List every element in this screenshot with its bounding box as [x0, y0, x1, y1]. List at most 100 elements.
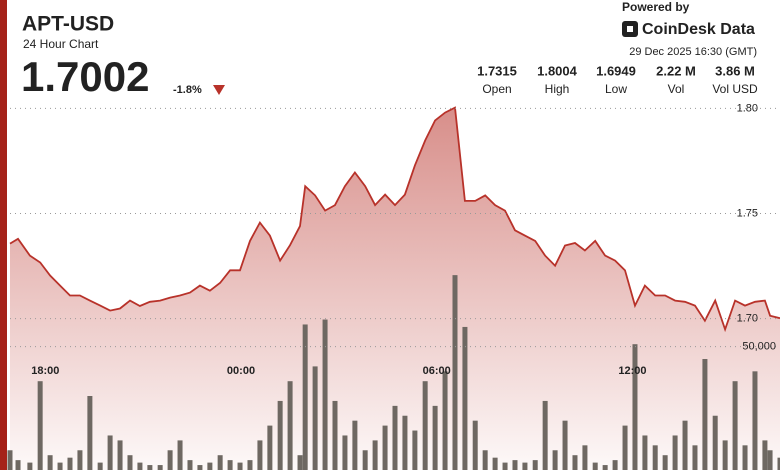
volume-bar: [237, 462, 243, 470]
volume-bar: [502, 462, 508, 470]
volume-bar: [662, 455, 668, 470]
stat-label: Vol: [668, 82, 685, 96]
volume-bar: [632, 344, 638, 470]
volume-bar: [47, 455, 53, 470]
volume-bar: [187, 460, 193, 470]
volume-bar: [157, 465, 163, 470]
volume-bar: [332, 400, 338, 470]
volume-bar: [287, 381, 293, 470]
volume-bar: [602, 465, 608, 470]
volume-bar: [217, 455, 223, 470]
volume-bar: [137, 462, 143, 470]
volume-bar: [15, 460, 21, 470]
volume-bar: [712, 415, 718, 470]
volume-bar: [532, 460, 538, 470]
volume-bar: [452, 275, 458, 470]
price: 1.7002: [21, 53, 149, 100]
volume-bar: [652, 445, 658, 470]
volume-bar: [512, 460, 518, 470]
volume-bar: [107, 435, 113, 470]
y-tick-label: 1.70: [737, 313, 758, 325]
y-tick-label: 1.75: [737, 207, 758, 219]
volume-bar: [752, 371, 758, 470]
logo-mark: [627, 26, 633, 32]
volume-bar: [302, 324, 308, 470]
stat-value: 1.8004: [537, 63, 578, 78]
volume-bar: [682, 420, 688, 470]
volume-bar: [402, 415, 408, 470]
timestamp: 29 Dec 2025 16:30 (GMT): [629, 46, 757, 58]
stat-label: Open: [482, 82, 511, 96]
volume-bar: [227, 460, 233, 470]
volume-bar: [312, 366, 318, 470]
price-area: [10, 107, 780, 470]
volume-bar: [382, 425, 388, 470]
volume-bar: [117, 440, 123, 470]
volume-bar: [482, 450, 488, 470]
plot: 1.70 1.75 1.80 50,000 18:00 00:00 06:00 12:00: [7, 102, 780, 470]
volume-bar: [27, 462, 33, 470]
volume-bar: [412, 430, 418, 470]
volume-bar: [167, 450, 173, 470]
volume-bar: [542, 400, 548, 470]
x-tick-label: 12:00: [618, 365, 646, 377]
volume-bar: [582, 445, 588, 470]
subtitle: 24 Hour Chart: [23, 37, 99, 51]
volume-bar: [692, 445, 698, 470]
x-tick-label: 06:00: [423, 365, 451, 377]
volume-bar: [7, 450, 13, 470]
volume-bar: [322, 319, 328, 470]
volume-bar: [67, 457, 73, 470]
volume-bar: [442, 371, 448, 470]
y2-tick-label: 50,000: [742, 341, 776, 353]
volume-bar: [742, 445, 748, 470]
volume-bar: [432, 405, 438, 470]
volume-bar: [562, 420, 568, 470]
x-tick-label: 18:00: [31, 365, 59, 377]
x-tick-label: 00:00: [227, 365, 255, 377]
stat-label: Low: [605, 82, 627, 96]
stat-label: Vol USD: [712, 82, 758, 96]
volume-bar: [522, 462, 528, 470]
volume-bar: [492, 457, 498, 470]
stats: 1.7315 Open 1.8004 High 1.6949 Low 2.22 M Vol 3.…: [477, 63, 758, 96]
volume-bar: [267, 425, 273, 470]
volume-bar: [127, 455, 133, 470]
volume-bar: [762, 440, 768, 470]
volume-bar: [572, 455, 578, 470]
volume-bar: [277, 400, 283, 470]
y-tick-label: 1.80: [737, 102, 758, 114]
stat-value: 2.22 M: [656, 63, 696, 78]
volume-bar: [247, 460, 253, 470]
stat-value: 1.7315: [477, 63, 517, 78]
title: APT-USD: [22, 13, 114, 36]
volume-bar: [767, 450, 773, 470]
volume-bar: [722, 440, 728, 470]
stat-value: 1.6949: [596, 63, 636, 78]
brand-name: CoinDesk Data: [642, 21, 755, 38]
volume-bar: [352, 420, 358, 470]
volume-bar: [642, 435, 648, 470]
volume-bar: [87, 396, 93, 470]
volume-bar: [777, 457, 780, 470]
volume-bar: [97, 462, 103, 470]
volume-bar: [257, 440, 263, 470]
powered-by: Powered by: [622, 0, 690, 14]
price-line: [9, 106, 780, 333]
volume-bar: [732, 381, 738, 470]
volume-bar: [207, 462, 213, 470]
volume-bar: [392, 405, 398, 470]
volume-bar: [37, 381, 43, 470]
volume-bar: [702, 359, 708, 470]
stat-label: High: [545, 82, 570, 96]
volume-bar: [592, 462, 598, 470]
down-arrow: [213, 85, 225, 95]
volume-bar: [372, 440, 378, 470]
volume-bar: [612, 460, 618, 470]
volume-bar: [362, 450, 368, 470]
volume-bar: [57, 462, 63, 470]
volume-bar: [672, 435, 678, 470]
volume-bar: [472, 420, 478, 470]
volume-bar: [297, 455, 303, 470]
volume-bar: [342, 435, 348, 470]
